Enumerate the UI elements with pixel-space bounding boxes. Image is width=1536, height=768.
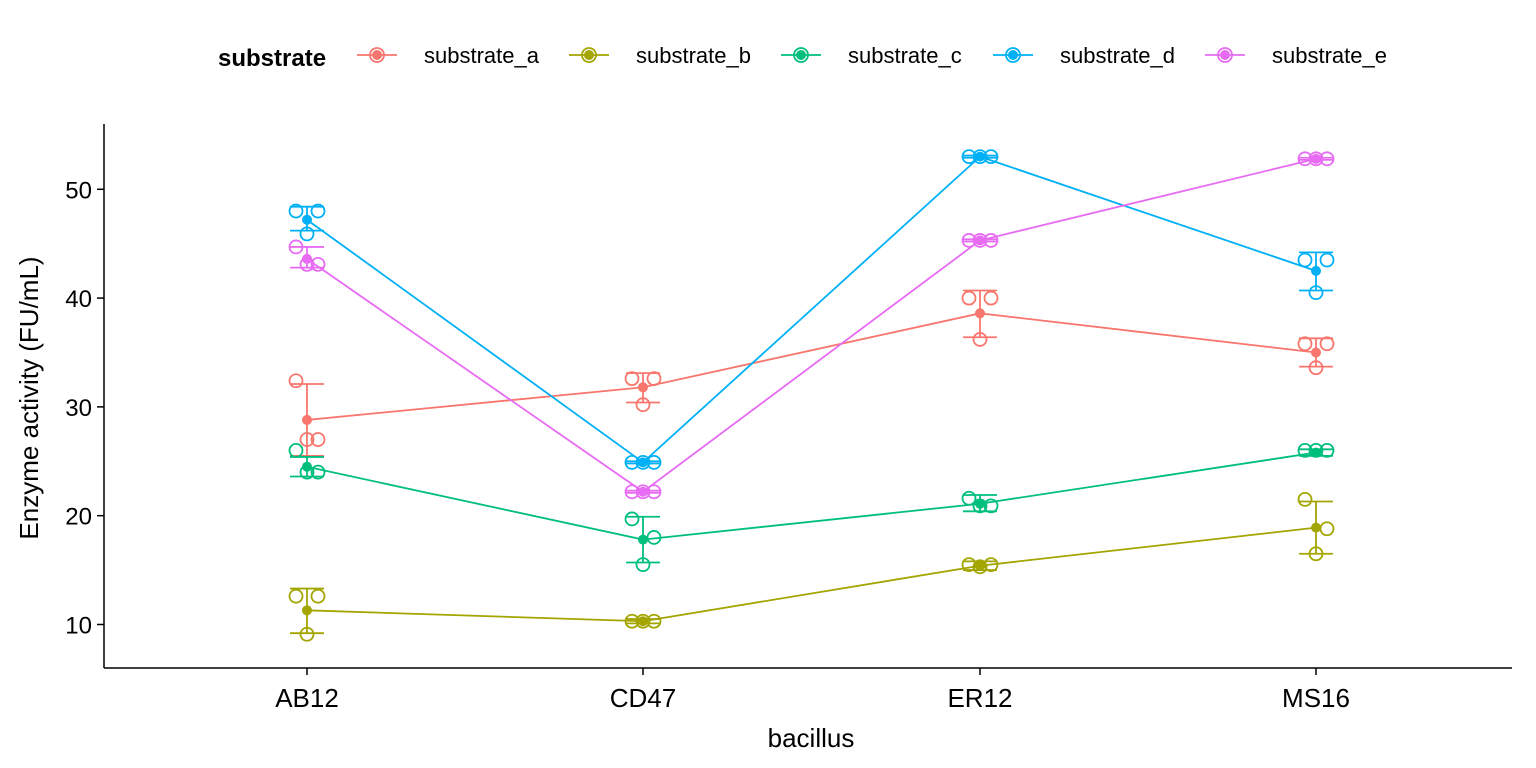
data-point-substrate_b: [299, 626, 315, 642]
legend-marker-substrate_a: [372, 50, 382, 60]
data-point-substrate_d: [1319, 252, 1335, 268]
x-tick-label: CD47: [610, 683, 676, 713]
data-point-substrate_e: [972, 233, 988, 248]
mean-point-substrate_c: [1311, 447, 1321, 458]
data-point-substrate_b: [288, 588, 304, 604]
data-point-substrate_a: [624, 371, 640, 386]
mean-point-substrate_d: [638, 457, 648, 468]
legend-marker-substrate_d: [1008, 50, 1018, 60]
data-point-substrate_a: [961, 290, 977, 306]
y-tick-label: 50: [65, 177, 92, 204]
data-point-substrate_a: [972, 332, 988, 347]
x-axis-label: bacillus: [768, 723, 855, 753]
mean-point-substrate_d: [302, 214, 312, 225]
mean-point-substrate_b: [638, 616, 648, 627]
legend-marker-substrate_b: [584, 50, 594, 60]
series-line-substrate_c: [306, 451, 1317, 541]
data-point-substrate_a: [299, 432, 315, 447]
data-point-substrate_c: [635, 557, 651, 573]
mean-point-substrate_b: [1311, 522, 1321, 533]
mean-point-substrate_e: [1311, 153, 1321, 164]
series-line-substrate_e: [306, 157, 1317, 493]
y-tick-label: 20: [65, 504, 92, 531]
x-tick-label: MS16: [1282, 683, 1350, 713]
data-point-substrate_d: [1308, 285, 1324, 301]
legend-label-substrate_d: substrate_d: [1060, 43, 1175, 68]
data-point-substrate_c: [624, 511, 640, 527]
legend-open-marker-substrate_e: [1217, 47, 1233, 63]
mean-point-substrate_d: [975, 151, 985, 162]
data-point-substrate_b: [1319, 521, 1335, 537]
mean-point-substrate_e: [302, 253, 312, 264]
mean-point-substrate_c: [302, 461, 312, 472]
mean-point-substrate_b: [302, 605, 312, 616]
data-point-substrate_d: [635, 454, 651, 470]
x-tick-label: ER12: [947, 683, 1012, 713]
x-tick-label: AB12: [275, 683, 339, 713]
legend-marker-substrate_c: [796, 50, 806, 60]
mean-point-substrate_e: [638, 486, 648, 497]
legend-open-marker-substrate_c: [793, 47, 809, 63]
mean-point-substrate_c: [638, 534, 648, 545]
mean-point-substrate_b: [975, 560, 985, 571]
series-line-substrate_d: [306, 155, 1317, 464]
mean-point-substrate_a: [638, 382, 648, 393]
y-tick-label: 10: [65, 612, 92, 639]
data-point-substrate_a: [310, 432, 326, 447]
data-point-substrate_b: [972, 559, 988, 575]
data-point-substrate_a: [1319, 336, 1335, 352]
y-tick-label: 40: [65, 286, 92, 313]
data-point-substrate_e: [1308, 151, 1324, 167]
data-point-substrate_d: [310, 203, 326, 219]
data-point-substrate_c: [961, 490, 977, 506]
mean-point-substrate_a: [1311, 347, 1321, 358]
legend-label-substrate_c: substrate_c: [848, 43, 962, 68]
mean-point-substrate_d: [1311, 265, 1321, 276]
data-point-substrate_a: [1308, 360, 1324, 376]
data-point-substrate_d: [972, 149, 988, 165]
data-point-substrate_a: [1297, 336, 1313, 352]
mean-point-substrate_a: [975, 308, 985, 319]
y-tick-label: 30: [65, 395, 92, 422]
mean-point-substrate_e: [975, 235, 985, 246]
legend-label-substrate_a: substrate_a: [424, 43, 540, 68]
data-point-substrate_b: [1297, 491, 1313, 507]
data-point-substrate_e: [288, 239, 304, 255]
y-axis-label: Enzyme activity (FU/mL): [14, 256, 44, 539]
mean-point-substrate_c: [975, 498, 985, 509]
legend-label-substrate_e: substrate_e: [1272, 43, 1387, 68]
data-point-substrate_d: [1297, 252, 1313, 268]
data-point-substrate_a: [288, 373, 304, 389]
data-point-substrate_a: [646, 371, 662, 386]
data-point-substrate_d: [299, 226, 315, 242]
legend-label-substrate_b: substrate_b: [636, 43, 751, 68]
series-line-substrate_a: [306, 312, 1317, 421]
data-point-substrate_c: [288, 442, 304, 458]
data-point-substrate_b: [635, 613, 651, 629]
data-point-substrate_a: [635, 397, 651, 413]
mean-point-substrate_a: [302, 414, 312, 425]
data-point-substrate_b: [310, 588, 326, 604]
data-point-substrate_e: [635, 484, 651, 500]
legend-title: substrate: [218, 45, 326, 72]
data-point-substrate_d: [288, 203, 304, 219]
data-point-substrate_e: [310, 256, 326, 272]
axes: 10 20 30 40 50 AB12 CD47 ER12 MS16: [65, 124, 1512, 713]
data-point-substrate_c: [310, 464, 326, 480]
series-line-substrate_b: [306, 526, 1317, 623]
legend-open-marker-substrate_d: [1005, 47, 1021, 63]
legend-open-marker-substrate_a: [369, 47, 385, 63]
legend-marker-substrate_e: [1220, 50, 1230, 60]
data-point-substrate_a: [983, 290, 999, 306]
data-point-substrate_b: [1308, 546, 1324, 562]
legend-open-marker-substrate_b: [581, 47, 597, 63]
legend: substrate substrate_a substrate_b substrat…: [218, 43, 1387, 72]
